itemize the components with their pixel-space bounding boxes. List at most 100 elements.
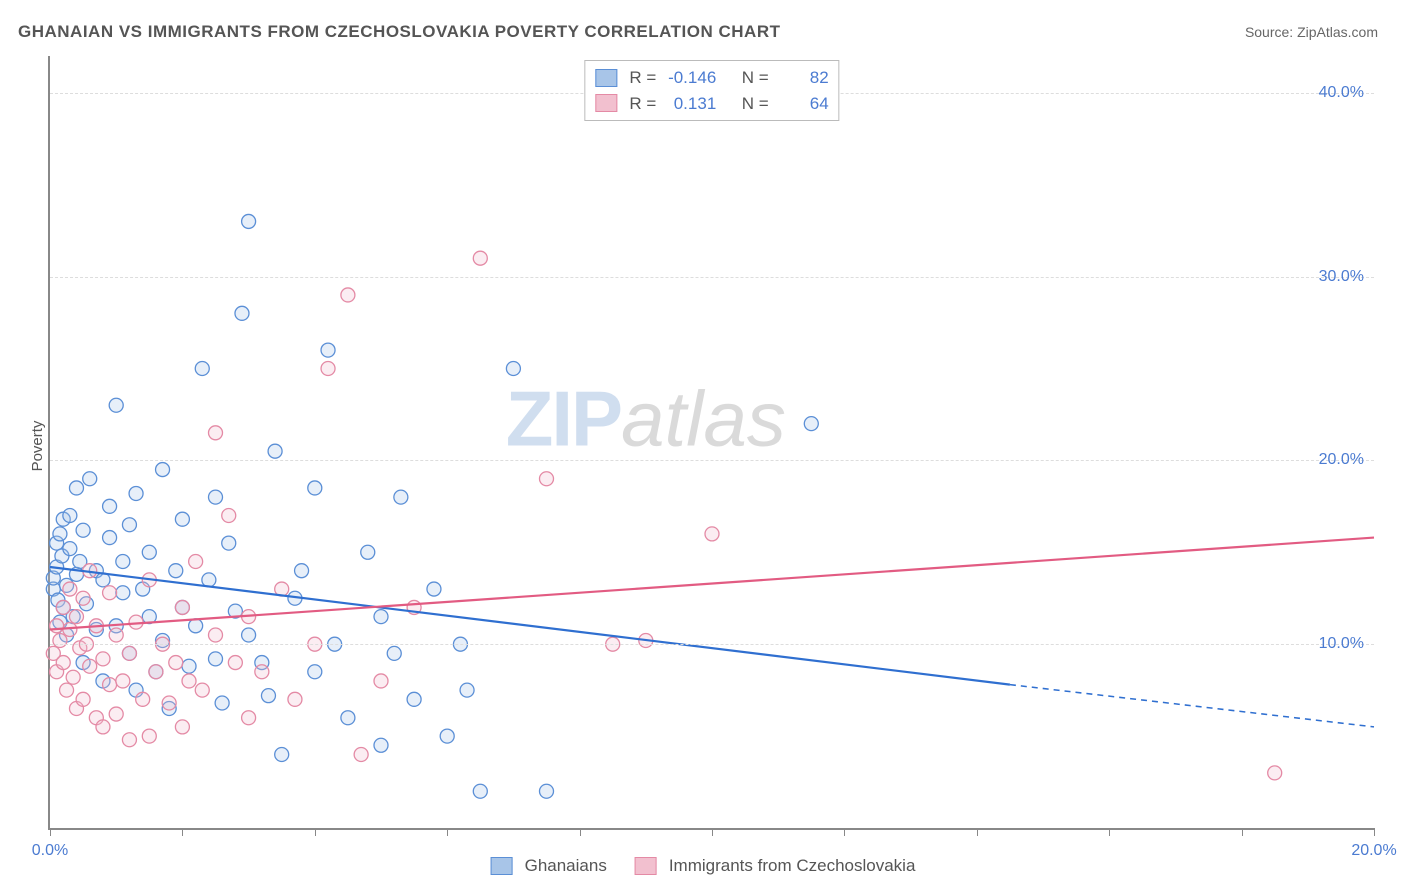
x-tick <box>1242 828 1243 836</box>
stat-n-label: N = <box>742 91 769 117</box>
bottom-legend: Ghanaians Immigrants from Czechoslovakia <box>491 856 916 876</box>
scatter-point-czech <box>162 696 176 710</box>
gridline-h <box>50 644 1374 645</box>
scatter-point-czech <box>136 692 150 706</box>
scatter-point-czech <box>209 426 223 440</box>
stat-n-value: 64 <box>777 91 829 117</box>
scatter-point-ghanaians <box>540 784 554 798</box>
scatter-point-czech <box>169 656 183 670</box>
scatter-point-ghanaians <box>222 536 236 550</box>
scatter-plot-svg <box>50 56 1374 828</box>
scatter-point-ghanaians <box>506 361 520 375</box>
scatter-point-ghanaians <box>242 214 256 228</box>
scatter-point-ghanaians <box>156 463 170 477</box>
x-tick <box>315 828 316 836</box>
scatter-point-czech <box>473 251 487 265</box>
scatter-point-czech <box>69 610 83 624</box>
scatter-point-czech <box>255 665 269 679</box>
gridline-h <box>50 460 1374 461</box>
scatter-point-ghanaians <box>116 586 130 600</box>
scatter-point-czech <box>209 628 223 642</box>
legend-swatch <box>595 94 617 112</box>
scatter-point-czech <box>66 670 80 684</box>
scatter-point-ghanaians <box>341 711 355 725</box>
scatter-point-czech <box>228 656 242 670</box>
scatter-point-czech <box>56 656 70 670</box>
legend-swatch <box>491 857 513 875</box>
scatter-point-czech <box>175 600 189 614</box>
scatter-point-czech <box>109 707 123 721</box>
scatter-point-czech <box>76 692 90 706</box>
gridline-h <box>50 277 1374 278</box>
scatter-point-czech <box>182 674 196 688</box>
scatter-point-czech <box>222 509 236 523</box>
scatter-point-ghanaians <box>103 499 117 513</box>
trend-line-dash-ghanaians <box>1010 685 1374 727</box>
legend-label: Immigrants from Czechoslovakia <box>669 856 916 876</box>
scatter-point-czech <box>242 711 256 725</box>
scatter-point-czech <box>109 628 123 642</box>
scatter-point-czech <box>122 733 136 747</box>
scatter-point-czech <box>76 591 90 605</box>
scatter-point-ghanaians <box>209 490 223 504</box>
stat-n-label: N = <box>742 65 769 91</box>
scatter-point-ghanaians <box>209 652 223 666</box>
scatter-point-ghanaians <box>440 729 454 743</box>
source-label: Source: ZipAtlas.com <box>1245 24 1378 40</box>
x-tick <box>182 828 183 836</box>
y-tick-label: 30.0% <box>1319 268 1364 286</box>
scatter-point-ghanaians <box>473 784 487 798</box>
scatter-point-czech <box>63 582 77 596</box>
x-tick-label: 0.0% <box>32 842 68 860</box>
scatter-point-ghanaians <box>374 738 388 752</box>
scatter-point-czech <box>50 619 64 633</box>
stat-r-label: R = <box>629 91 656 117</box>
scatter-point-ghanaians <box>268 444 282 458</box>
y-axis-label: Poverty <box>29 421 46 472</box>
scatter-point-czech <box>374 674 388 688</box>
scatter-point-ghanaians <box>116 554 130 568</box>
scatter-point-ghanaians <box>63 542 77 556</box>
scatter-point-ghanaians <box>53 527 67 541</box>
scatter-point-czech <box>341 288 355 302</box>
scatter-point-ghanaians <box>103 531 117 545</box>
chart-plot-area: 10.0%20.0%30.0%40.0%0.0%20.0%ZIPatlasR =… <box>48 56 1374 830</box>
y-tick-label: 40.0% <box>1319 84 1364 102</box>
scatter-point-ghanaians <box>76 523 90 537</box>
scatter-point-ghanaians <box>308 665 322 679</box>
scatter-point-ghanaians <box>295 564 309 578</box>
scatter-point-ghanaians <box>275 747 289 761</box>
scatter-point-ghanaians <box>308 481 322 495</box>
scatter-point-czech <box>189 554 203 568</box>
stats-row: R = 0.131 N = 64 <box>595 91 828 117</box>
scatter-point-czech <box>96 720 110 734</box>
stat-n-value: 82 <box>777 65 829 91</box>
scatter-point-czech <box>705 527 719 541</box>
scatter-point-ghanaians <box>169 564 183 578</box>
scatter-point-czech <box>103 678 117 692</box>
scatter-point-ghanaians <box>387 646 401 660</box>
scatter-point-czech <box>56 600 70 614</box>
stats-row: R = -0.146 N = 82 <box>595 65 828 91</box>
legend-label: Ghanaians <box>525 856 607 876</box>
stat-r-label: R = <box>629 65 656 91</box>
scatter-point-czech <box>83 659 97 673</box>
y-tick-label: 20.0% <box>1319 451 1364 469</box>
scatter-point-czech <box>321 361 335 375</box>
legend-item: Immigrants from Czechoslovakia <box>635 856 916 876</box>
scatter-point-ghanaians <box>69 481 83 495</box>
x-tick <box>977 828 978 836</box>
stat-r-value: 0.131 <box>664 91 716 117</box>
scatter-point-czech <box>175 720 189 734</box>
scatter-point-czech <box>1268 766 1282 780</box>
scatter-point-czech <box>142 729 156 743</box>
scatter-point-czech <box>354 747 368 761</box>
x-tick <box>1109 828 1110 836</box>
legend-item: Ghanaians <box>491 856 607 876</box>
stat-r-value: -0.146 <box>664 65 716 91</box>
scatter-point-ghanaians <box>261 689 275 703</box>
legend-swatch <box>595 69 617 87</box>
scatter-point-ghanaians <box>235 306 249 320</box>
scatter-point-ghanaians <box>83 472 97 486</box>
scatter-point-ghanaians <box>129 486 143 500</box>
